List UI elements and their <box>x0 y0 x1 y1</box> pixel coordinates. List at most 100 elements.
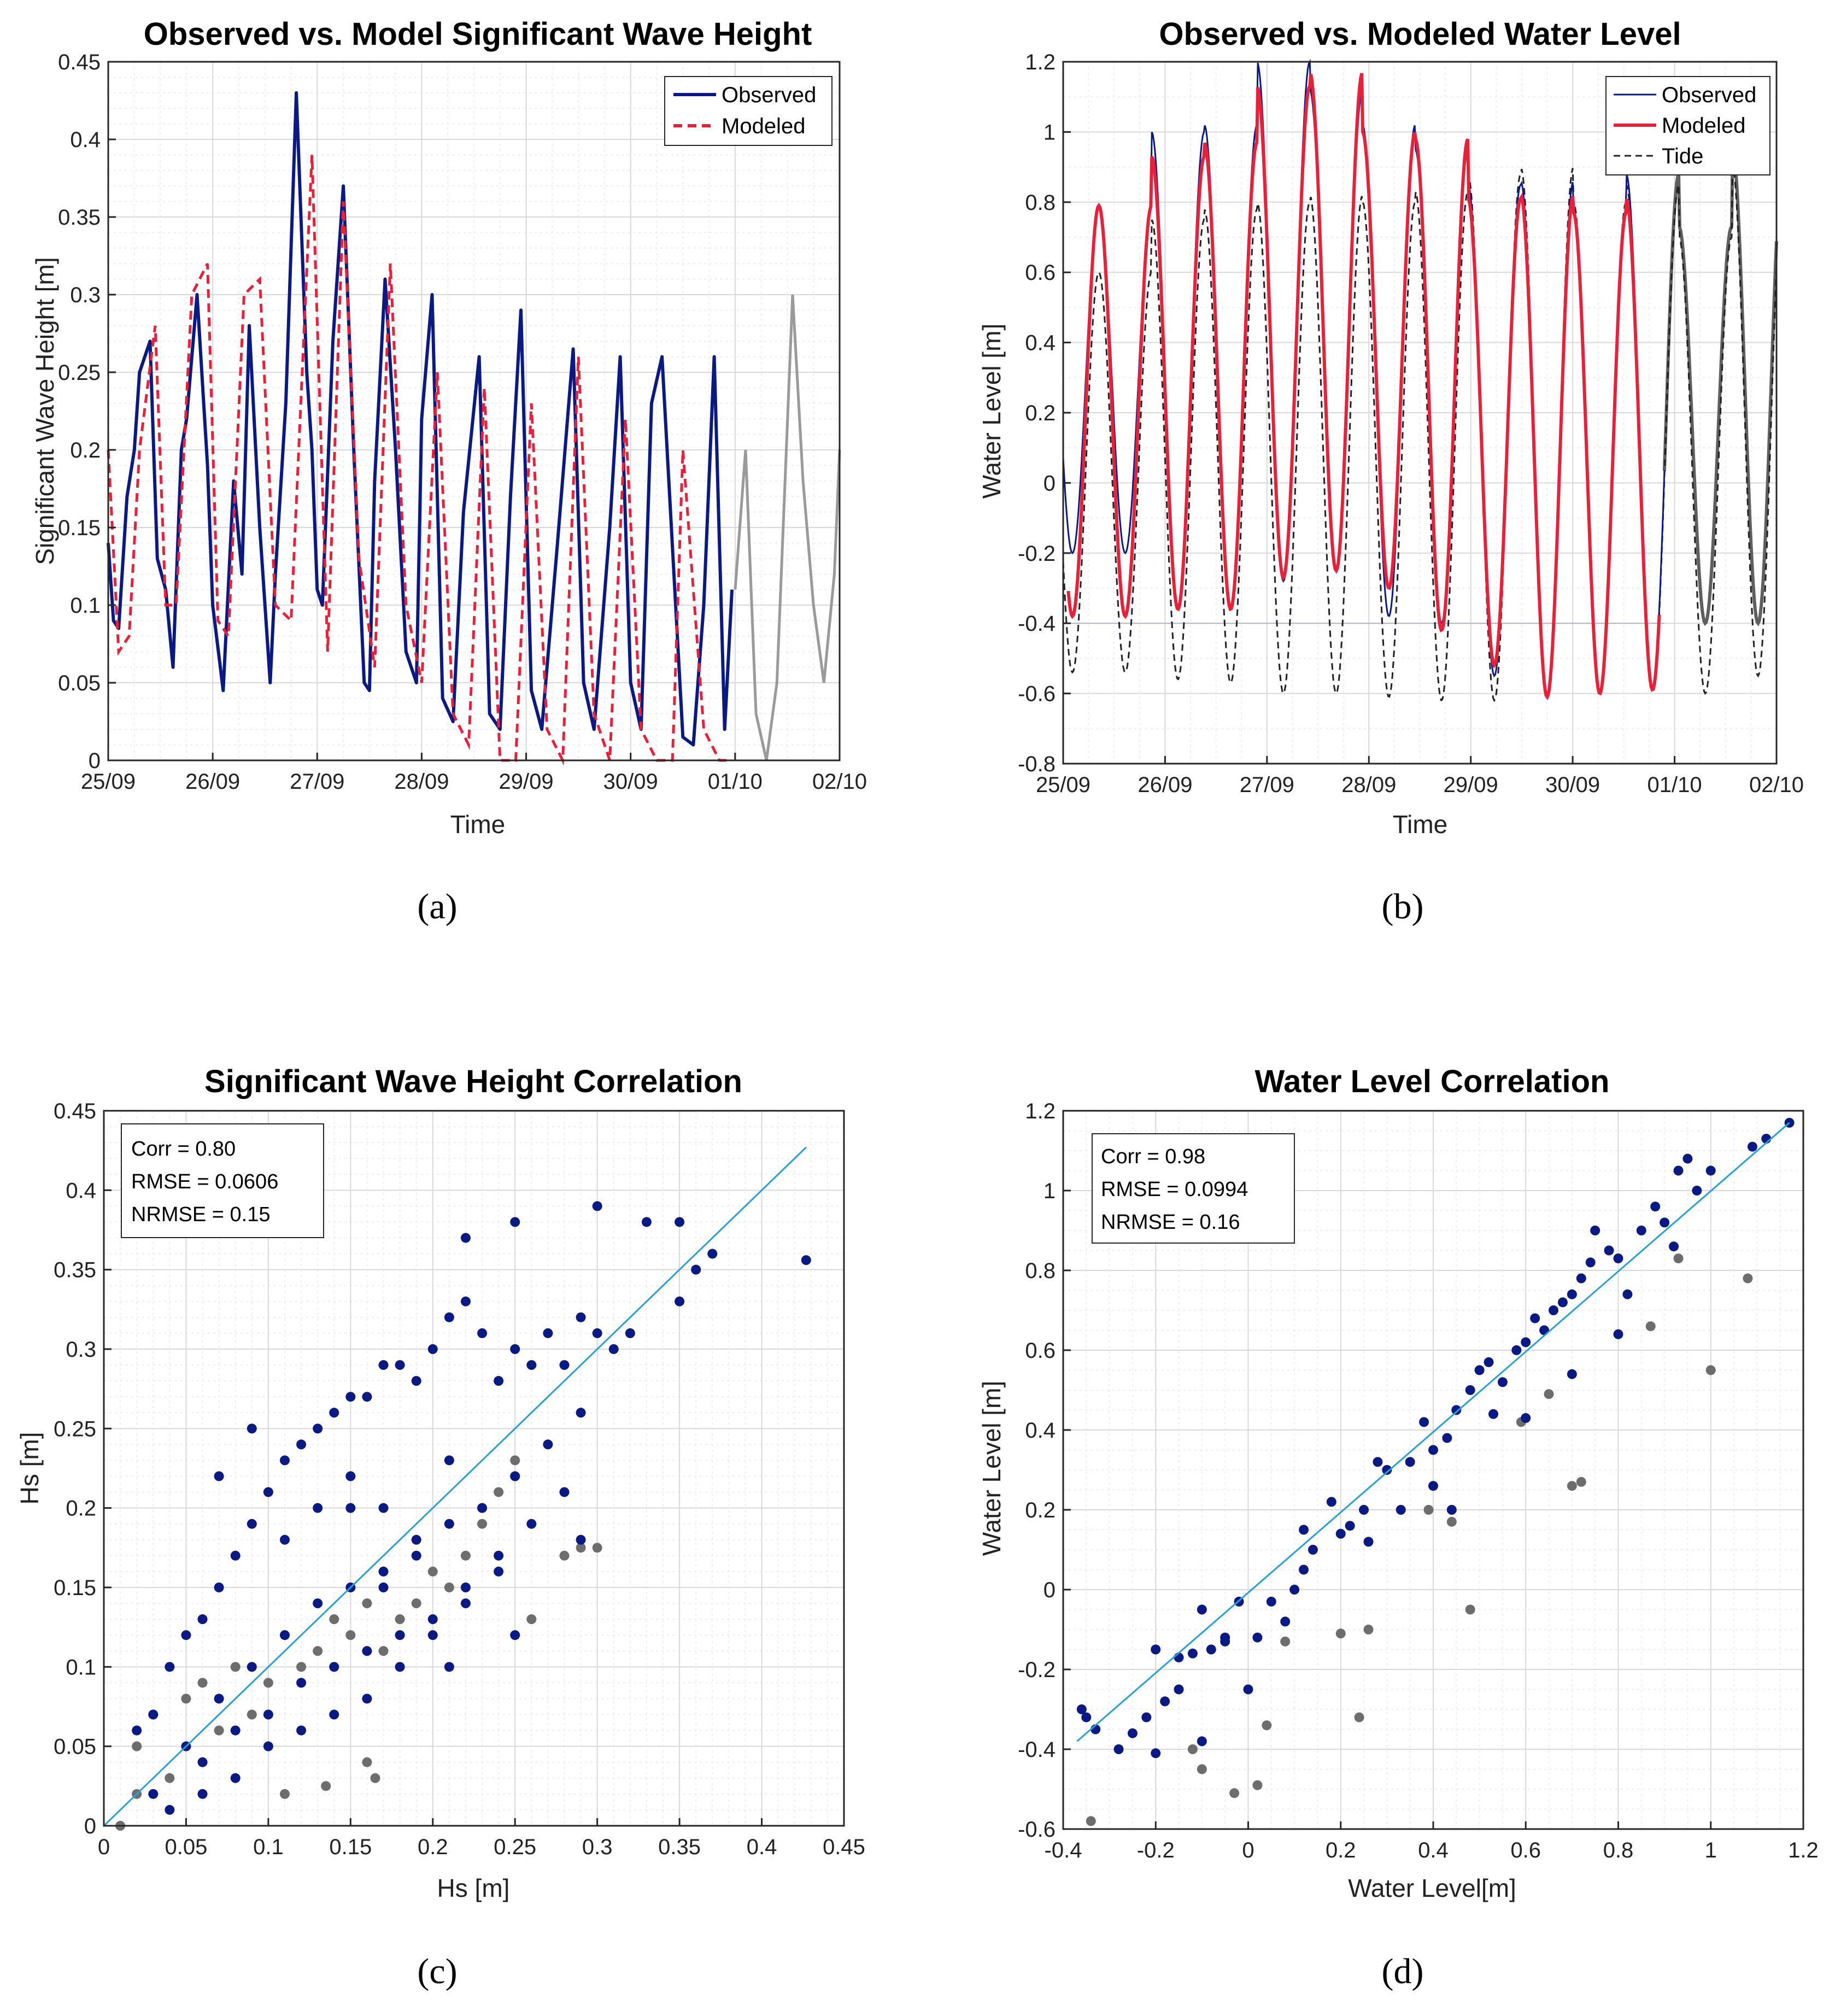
y-tick-label: 0.3 <box>66 1338 96 1362</box>
excluded-point <box>197 1678 208 1688</box>
x-tick-label: 29/09 <box>1444 773 1498 797</box>
excluded-point <box>1262 1720 1272 1731</box>
x-tick-label: 0.4 <box>747 1835 777 1859</box>
excluded-point <box>1423 1505 1434 1515</box>
fit-line <box>103 1146 807 1827</box>
valid-point <box>576 1534 586 1545</box>
y-tick-label: -0.6 <box>1018 682 1056 706</box>
valid-point <box>214 1693 224 1704</box>
excluded-point <box>214 1725 224 1736</box>
valid-point <box>1206 1644 1216 1655</box>
y-tick-label: 0.8 <box>1025 1259 1056 1283</box>
valid-point <box>345 1392 356 1402</box>
valid-point <box>1335 1528 1346 1539</box>
x-tick-label: 25/09 <box>1036 773 1090 797</box>
excluded-point <box>576 1543 586 1553</box>
y-tick-label: 0.2 <box>1025 401 1056 425</box>
y-tick-label: 0.2 <box>70 438 101 462</box>
y-tick-label: 0.4 <box>1025 1419 1056 1443</box>
y-tick-label: -0.8 <box>1018 752 1056 776</box>
valid-point <box>576 1408 586 1418</box>
panel-c-series <box>103 1146 811 1831</box>
valid-point <box>378 1583 389 1592</box>
valid-point <box>296 1678 307 1688</box>
panel-d-stat-nrmse: NRMSE = 0.16 <box>1101 1211 1240 1234</box>
excluded-point <box>321 1781 331 1791</box>
modeled-line <box>107 155 732 766</box>
y-tick-label: 0.15 <box>54 1576 96 1600</box>
valid-point <box>1747 1141 1757 1152</box>
y-tick-label: 0.1 <box>66 1655 96 1679</box>
panel-a-x-label: Time <box>450 810 506 839</box>
panel-b-legend: Observed Modeled Tide <box>1605 76 1770 175</box>
valid-point <box>378 1566 389 1577</box>
valid-point <box>1220 1636 1230 1646</box>
valid-point <box>395 1360 405 1370</box>
valid-point <box>362 1646 372 1656</box>
valid-point <box>345 1503 356 1513</box>
y-tick-label: 0.2 <box>1025 1498 1056 1522</box>
y-tick-label: 0.35 <box>54 1258 96 1282</box>
panel-d-stat-corr: Corr = 0.98 <box>1101 1145 1205 1168</box>
excluded-point <box>230 1662 241 1672</box>
observed-line <box>107 91 734 747</box>
fit-line <box>1076 1122 1790 1742</box>
x-tick-label: 0.35 <box>658 1835 701 1859</box>
excluded-point <box>329 1614 339 1625</box>
x-tick-label: 26/09 <box>1138 773 1192 797</box>
x-tick-label: 0 <box>98 1835 110 1859</box>
y-tick-label: 1.2 <box>1025 50 1056 74</box>
excluded-point <box>1252 1780 1263 1790</box>
valid-point <box>1299 1564 1309 1575</box>
excluded-point <box>362 1757 372 1767</box>
excluded-point <box>1544 1389 1554 1399</box>
excluded-point <box>444 1583 454 1592</box>
valid-point <box>494 1566 504 1577</box>
y-tick-label: 0.4 <box>66 1179 96 1203</box>
valid-point <box>1113 1744 1124 1754</box>
valid-point <box>691 1264 701 1275</box>
panel-b-title: Observed vs. Modeled Water Level <box>1159 16 1681 52</box>
valid-point <box>197 1614 208 1625</box>
valid-point <box>1530 1313 1540 1323</box>
x-tick-label: 0.3 <box>582 1835 613 1859</box>
panel-d-stats-box: Corr = 0.98 RMSE = 0.0994 NRMSE = 0.16 <box>1092 1133 1295 1244</box>
valid-point <box>1081 1712 1092 1722</box>
valid-point <box>1373 1457 1383 1467</box>
x-tick-label: 1.2 <box>1788 1838 1819 1862</box>
valid-point <box>707 1249 718 1259</box>
y-tick-label: 1 <box>1043 120 1056 144</box>
valid-point <box>329 1408 339 1418</box>
valid-point <box>1705 1165 1716 1176</box>
y-tick-label: 0 <box>1043 1578 1056 1602</box>
valid-point <box>460 1598 471 1609</box>
panel-b-grid <box>1063 61 1777 764</box>
valid-point <box>1636 1226 1646 1235</box>
x-tick-label: -0.2 <box>1137 1838 1175 1862</box>
valid-point <box>427 1614 438 1625</box>
excluded-point <box>1705 1365 1716 1375</box>
valid-point <box>494 1376 504 1386</box>
legend-observed-label: Observed <box>1662 83 1756 107</box>
valid-point <box>1465 1385 1475 1395</box>
excluded-point <box>510 1455 520 1466</box>
x-tick-label: 01/10 <box>1647 773 1702 797</box>
excluded-point <box>181 1693 191 1704</box>
panel-c-frame <box>103 1110 845 1827</box>
panel-c-label: (c) <box>417 1951 457 1991</box>
valid-point <box>608 1344 619 1354</box>
excluded-point <box>1743 1273 1753 1284</box>
excluded-point <box>1086 1816 1096 1826</box>
x-tick-label: 26/09 <box>185 770 240 794</box>
valid-point <box>313 1423 323 1434</box>
x-tick-label: 01/10 <box>708 770 763 794</box>
panel-d-x-label: Water Level[m] <box>1348 1874 1516 1902</box>
panel-c-y-label: Hs [m] <box>15 1432 44 1505</box>
panel-c-x-label: Hs [m] <box>437 1874 510 1902</box>
y-tick-label: 0.4 <box>70 128 101 152</box>
valid-point <box>395 1662 405 1672</box>
valid-point <box>230 1550 241 1561</box>
valid-point <box>1650 1202 1661 1212</box>
valid-point <box>1280 1616 1291 1627</box>
